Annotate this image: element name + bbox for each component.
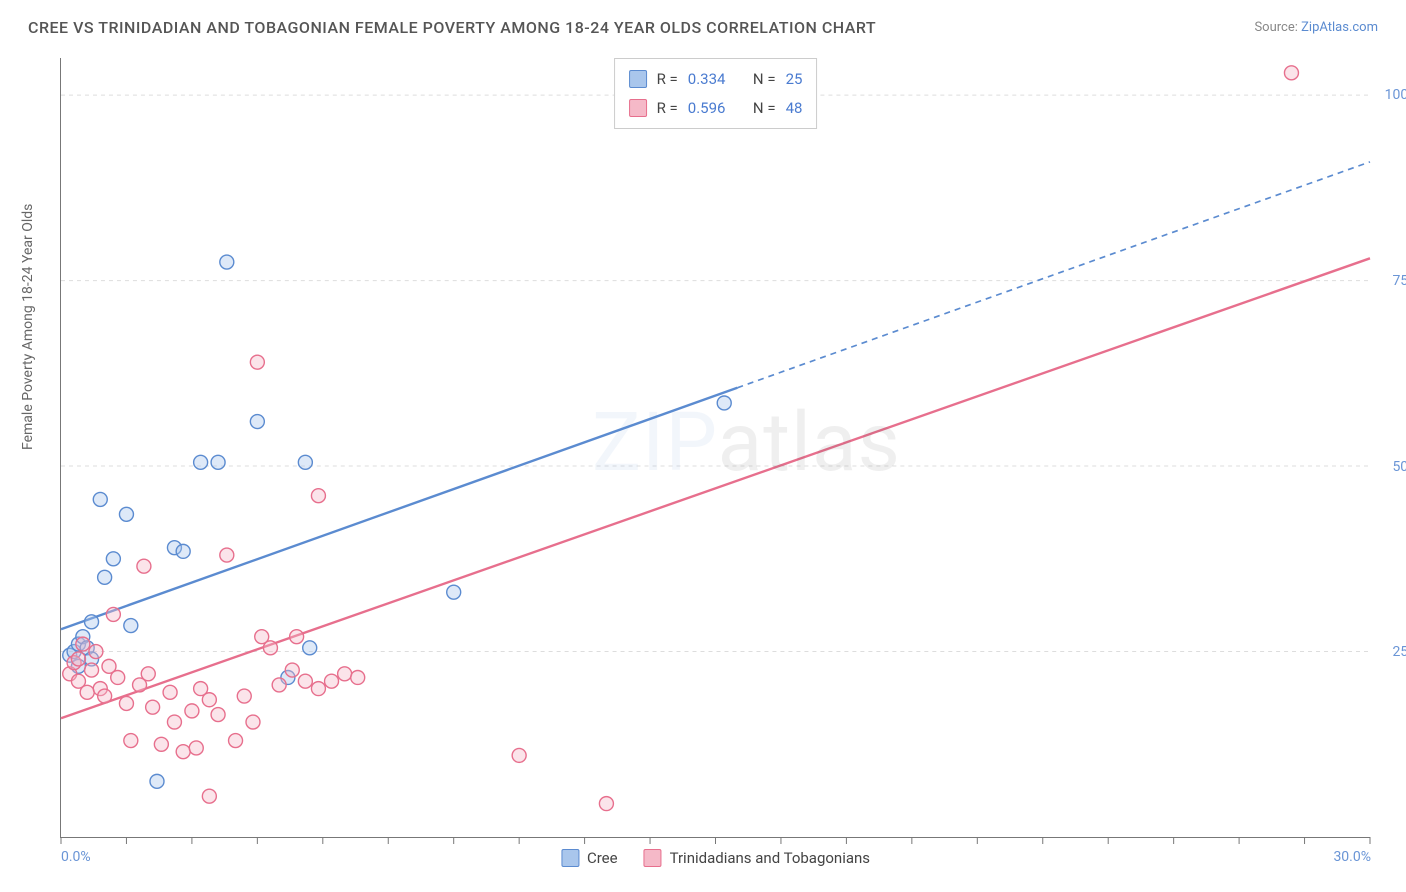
chart-svg [61,58,1370,837]
legend-label-cree: Cree [587,849,618,867]
swatch-trinidad [629,99,647,117]
legend-row-cree: R = 0.334 N = 25 [629,65,803,94]
y-axis-label: Female Poverty Among 18-24 Year Olds [20,204,36,450]
legend-series: Cree Trinidadians and Tobagonians [561,849,870,867]
legend-row-trinidad: R = 0.596 N = 48 [629,94,803,123]
swatch-trinidad-icon [644,849,662,867]
swatch-cree [629,70,647,88]
chart-plot-area: ZIPatlas R = 0.334 N = 25 R = 0.596 N = … [60,58,1370,838]
y-tick-label: 25.0% [1375,644,1406,660]
legend-correlation-box: R = 0.334 N = 25 R = 0.596 N = 48 [614,58,818,129]
source-link[interactable]: ZipAtlas.com [1301,20,1378,35]
legend-item-cree: Cree [561,849,618,867]
legend-item-trinidad: Trinidadians and Tobagonians [644,849,870,867]
source-label: Source: [1254,20,1297,35]
x-tick-label: 0.0% [61,849,91,865]
legend-label-trinidad: Trinidadians and Tobagonians [670,849,870,867]
source-attribution: Source: ZipAtlas.com [1254,20,1378,35]
r-value-trinidad: 0.596 [688,94,726,123]
y-tick-label: 100.0% [1375,87,1406,103]
n-value-cree: 25 [786,65,803,94]
chart-title: CREE VS TRINIDADIAN AND TOBAGONIAN FEMAL… [28,18,876,37]
r-value-cree: 0.334 [688,65,726,94]
y-tick-label: 75.0% [1375,273,1406,289]
y-tick-label: 50.0% [1375,459,1406,475]
n-value-trinidad: 48 [786,94,803,123]
x-tick-label: 30.0% [1333,849,1371,865]
swatch-cree-icon [561,849,579,867]
